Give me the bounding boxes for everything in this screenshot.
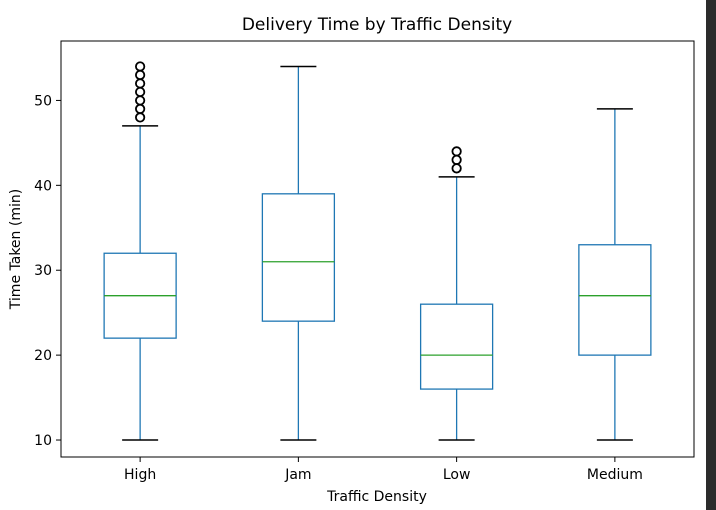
y-tick-label-50: 50 [34,93,52,109]
y-tick-label-40: 40 [34,178,52,194]
plot-area [103,61,652,441]
x-tick-label-jam: Jam [284,467,311,483]
axes: 10 20 30 40 50 High Jam Low Medium [34,40,695,483]
flier-low-1 [451,154,462,165]
y-tick-label-30: 30 [34,263,52,279]
x-tick-label-low: Low [443,467,471,483]
y-axis-label: Time Taken (min) [8,189,24,310]
flier-high-6 [135,61,146,72]
flier-low-2 [451,146,462,157]
flier-high-3 [135,86,146,98]
flier-high-1 [135,103,146,115]
x-tick-label-high: High [124,467,156,483]
y-tick-label-20: 20 [34,348,52,364]
flier-high-5 [135,69,146,81]
flier-high-2 [135,95,146,106]
flier-low-0 [451,163,462,174]
box-low [419,303,494,390]
flier-high-0 [135,112,146,123]
x-axis-label: Traffic Density [326,489,427,505]
chart-title: Delivery Time by Traffic Density [242,15,512,35]
y-tick-label-10: 10 [34,433,52,449]
x-tick-label-medium: Medium [587,467,643,483]
box-medium [578,244,652,356]
box-jam [261,193,336,322]
plot-frame [60,40,695,458]
flier-high-4 [135,78,146,89]
